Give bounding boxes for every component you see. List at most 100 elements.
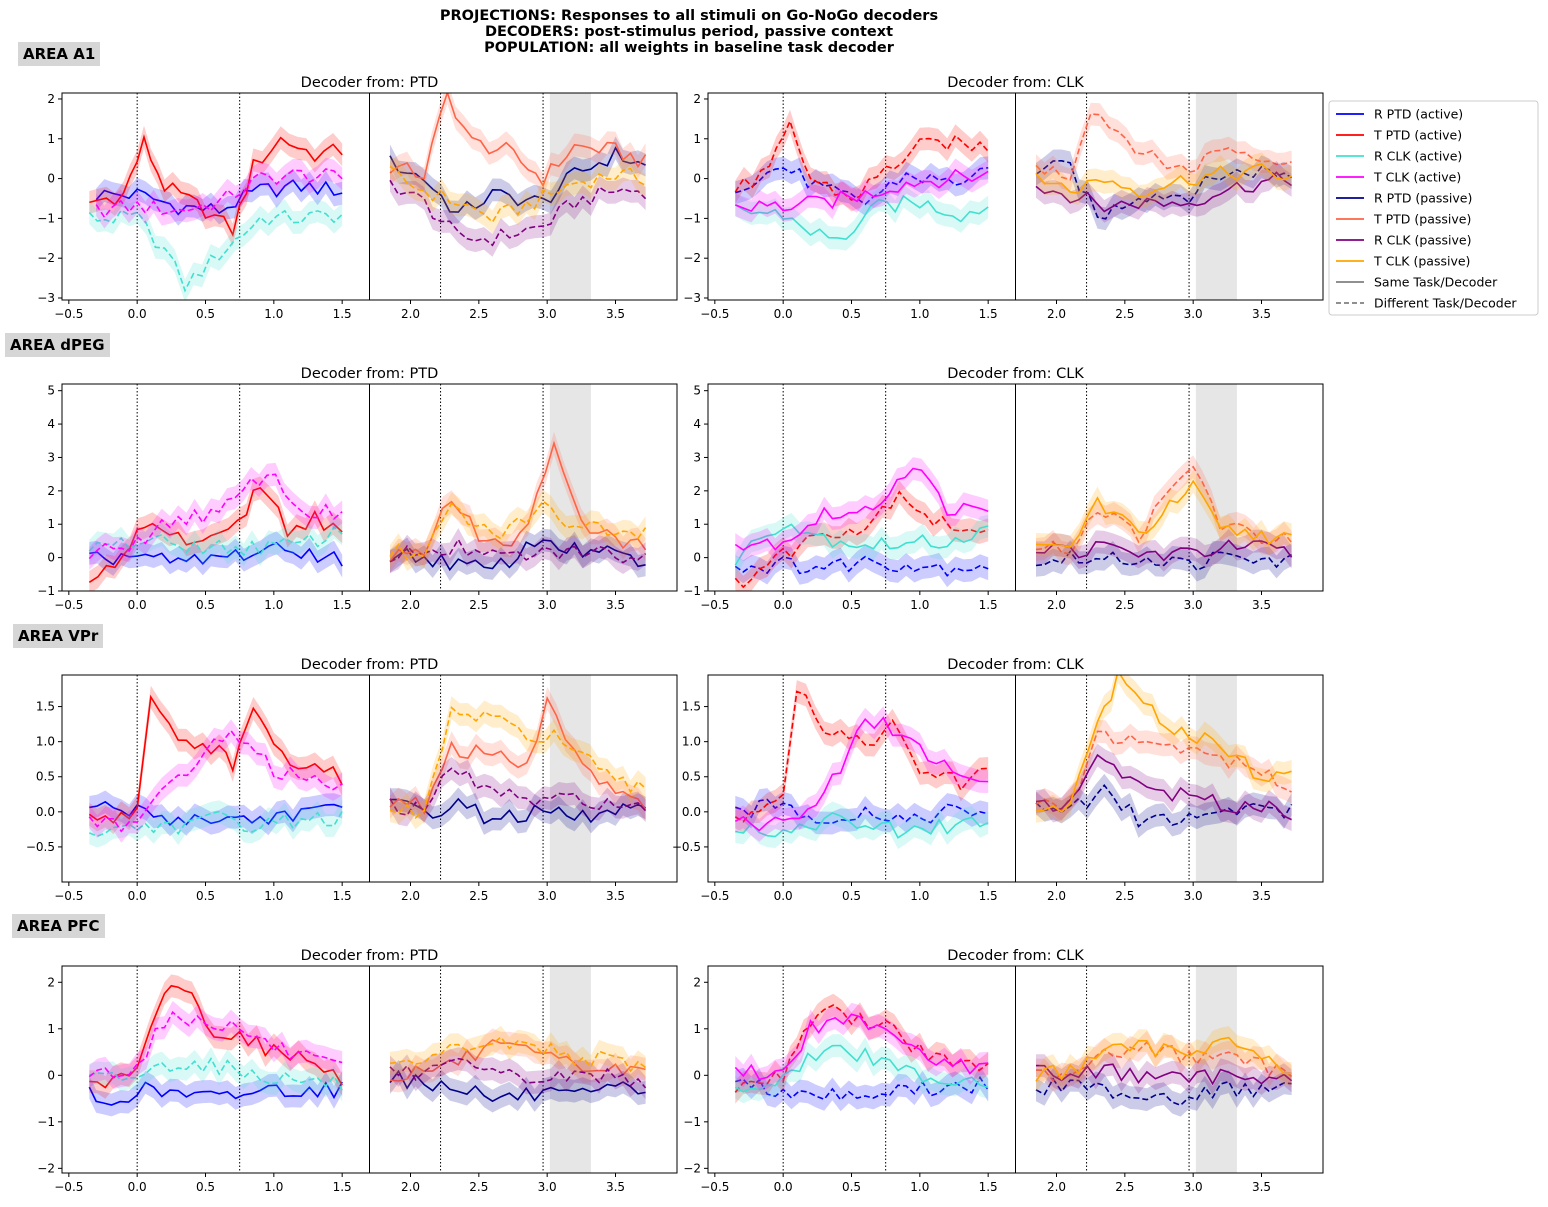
series-line-t-clk-passive- — [389, 1036, 647, 1073]
x-tick-label: 3.0 — [1184, 889, 1203, 903]
series-band-t-ptd-passive- — [390, 431, 646, 573]
legend-label: T PTD (passive) — [1373, 212, 1471, 227]
x-tick-label: 1.0 — [910, 889, 929, 903]
x-tick-label: 3.0 — [1184, 1180, 1203, 1194]
x-tick-label: 3.5 — [1252, 598, 1271, 612]
legend-label: T CLK (passive) — [1373, 254, 1470, 269]
y-tick-label: 2 — [693, 975, 701, 989]
series-line-r-clk-active- — [734, 194, 989, 241]
x-tick-label: 2.0 — [401, 889, 420, 903]
series-line-r-clk-passive- — [389, 1057, 647, 1089]
panel-1-0: Decoder from: PTD −0.5 0.0 0.5 1.0 1.5 2.0 2.5 3… — [37, 366, 678, 612]
series-band-r-clk-passive- — [390, 757, 646, 827]
series-line-r-clk-passive- — [389, 537, 647, 564]
legend-label: R PTD (active) — [1374, 107, 1463, 122]
series-band-r-clk-passive- — [1036, 529, 1292, 572]
area-label-a1: AREA A1 — [18, 42, 101, 66]
series-line-r-clk-passive- — [1035, 539, 1293, 562]
series-band-t-clk-passive- — [390, 489, 646, 571]
panel-title: Decoder from: CLK — [947, 366, 1084, 382]
series-band-r-ptd-passive- — [1036, 1067, 1292, 1117]
y-tick-label: 3 — [693, 450, 701, 464]
panel-frame — [61, 383, 678, 592]
series-band-r-clk-active- — [89, 198, 343, 300]
series-band-r-ptd-active- — [735, 788, 989, 835]
series-line-t-clk-passive- — [389, 500, 647, 561]
legend-item: T CLK (passive) — [1336, 254, 1470, 269]
x-tick-label: 0.0 — [128, 307, 147, 321]
panel-title: Decoder from: PTD — [301, 948, 439, 964]
y-tick-label: 4 — [47, 417, 55, 431]
series-line-t-clk-active- — [735, 168, 989, 213]
area-label-vpr: AREA VPr — [13, 624, 104, 648]
series-line-t-clk-passive- — [1035, 675, 1292, 813]
series-line-r-ptd-active- — [735, 1075, 989, 1102]
series-band-t-clk-passive- — [1036, 675, 1292, 824]
series-line-t-clk-passive- — [1035, 163, 1292, 198]
panel-title: Decoder from: CLK — [947, 75, 1084, 91]
x-tick-label: 0.0 — [128, 1180, 147, 1194]
series-line-r-ptd-passive- — [389, 146, 646, 213]
x-tick-label: 3.0 — [538, 307, 557, 321]
series-line-r-ptd-passive- — [1035, 550, 1292, 572]
series-band-t-ptd-passive- — [1036, 455, 1292, 566]
x-tick-label: 1.0 — [264, 1180, 283, 1194]
series-line-t-ptd-active- — [88, 486, 343, 583]
series-line-t-ptd-active- — [734, 1004, 989, 1093]
title-line-1: PROJECTIONS: Responses to all stimuli on… — [439, 8, 939, 24]
y-tick-label: 5 — [47, 384, 55, 398]
series-band-r-clk-active- — [735, 513, 989, 577]
panel-0-1: Decoder from: CLK −0.5 0.0 0.5 1.0 1.5 2.0 2.5 3… — [683, 75, 1324, 321]
y-tick-label: −1 — [683, 1115, 701, 1129]
panel-plot-area — [88, 966, 647, 1173]
y-tick-label: 1.5 — [36, 700, 55, 714]
series-line-r-ptd-passive- — [1035, 159, 1293, 220]
series-band-r-clk-passive- — [1036, 1052, 1292, 1096]
x-tick-label: 3.0 — [538, 889, 557, 903]
x-tick-label: 2.5 — [1115, 598, 1134, 612]
x-tick-label: 1.5 — [979, 889, 998, 903]
x-tick-label: 0.0 — [774, 598, 793, 612]
series-band-t-clk-active- — [89, 462, 343, 570]
series-line-t-ptd-passive- — [389, 695, 647, 815]
series-band-t-clk-passive- — [1036, 152, 1292, 208]
y-tick-label: 0.5 — [36, 770, 55, 784]
legend-label: Same Task/Decoder — [1374, 275, 1498, 290]
x-tick-label: 3.0 — [538, 1180, 557, 1194]
legend-item: T PTD (active) — [1336, 128, 1462, 143]
x-tick-label: −0.5 — [700, 598, 729, 612]
panel-frame — [61, 965, 678, 1174]
y-tick-label: −1 — [37, 584, 55, 598]
series-band-t-ptd-active- — [735, 680, 989, 834]
y-tick-label: 1.5 — [682, 700, 701, 714]
x-tick-label: 1.0 — [910, 1180, 929, 1194]
y-tick-label: −0.5 — [26, 840, 55, 854]
y-tick-label: 0 — [47, 172, 55, 186]
panel-frame — [707, 965, 1324, 1174]
x-tick-label: 3.0 — [538, 598, 557, 612]
series-line-r-ptd-active- — [735, 798, 989, 824]
y-tick-label: −2 — [683, 251, 701, 265]
legend-label: Different Task/Decoder — [1374, 296, 1517, 311]
series-line-t-clk-active- — [734, 1013, 989, 1081]
series-line-t-ptd-active- — [89, 134, 343, 238]
series-band-t-ptd-passive- — [1036, 102, 1292, 192]
series-line-r-clk-active- — [89, 1057, 343, 1091]
series-band-t-clk-passive- — [1036, 1026, 1292, 1093]
x-tick-label: 2.0 — [1047, 889, 1066, 903]
series-band-r-clk-active- — [735, 184, 989, 251]
x-tick-label: 1.5 — [979, 1180, 998, 1194]
y-tick-label: 2 — [693, 92, 701, 106]
y-tick-label: 1 — [47, 132, 55, 146]
series-line-t-ptd-active- — [88, 694, 343, 824]
series-band-r-ptd-passive- — [390, 1059, 646, 1113]
series-band-r-ptd-active- — [96, 168, 343, 226]
panel-frame — [707, 674, 1324, 883]
x-tick-label: 0.5 — [842, 889, 861, 903]
x-tick-label: 1.5 — [979, 598, 998, 612]
shaded-window — [549, 93, 591, 300]
series-line-r-clk-active- — [88, 525, 343, 557]
legend-label: T PTD (active) — [1373, 128, 1462, 143]
x-tick-label: 0.5 — [196, 889, 215, 903]
x-tick-label: 0.5 — [196, 598, 215, 612]
